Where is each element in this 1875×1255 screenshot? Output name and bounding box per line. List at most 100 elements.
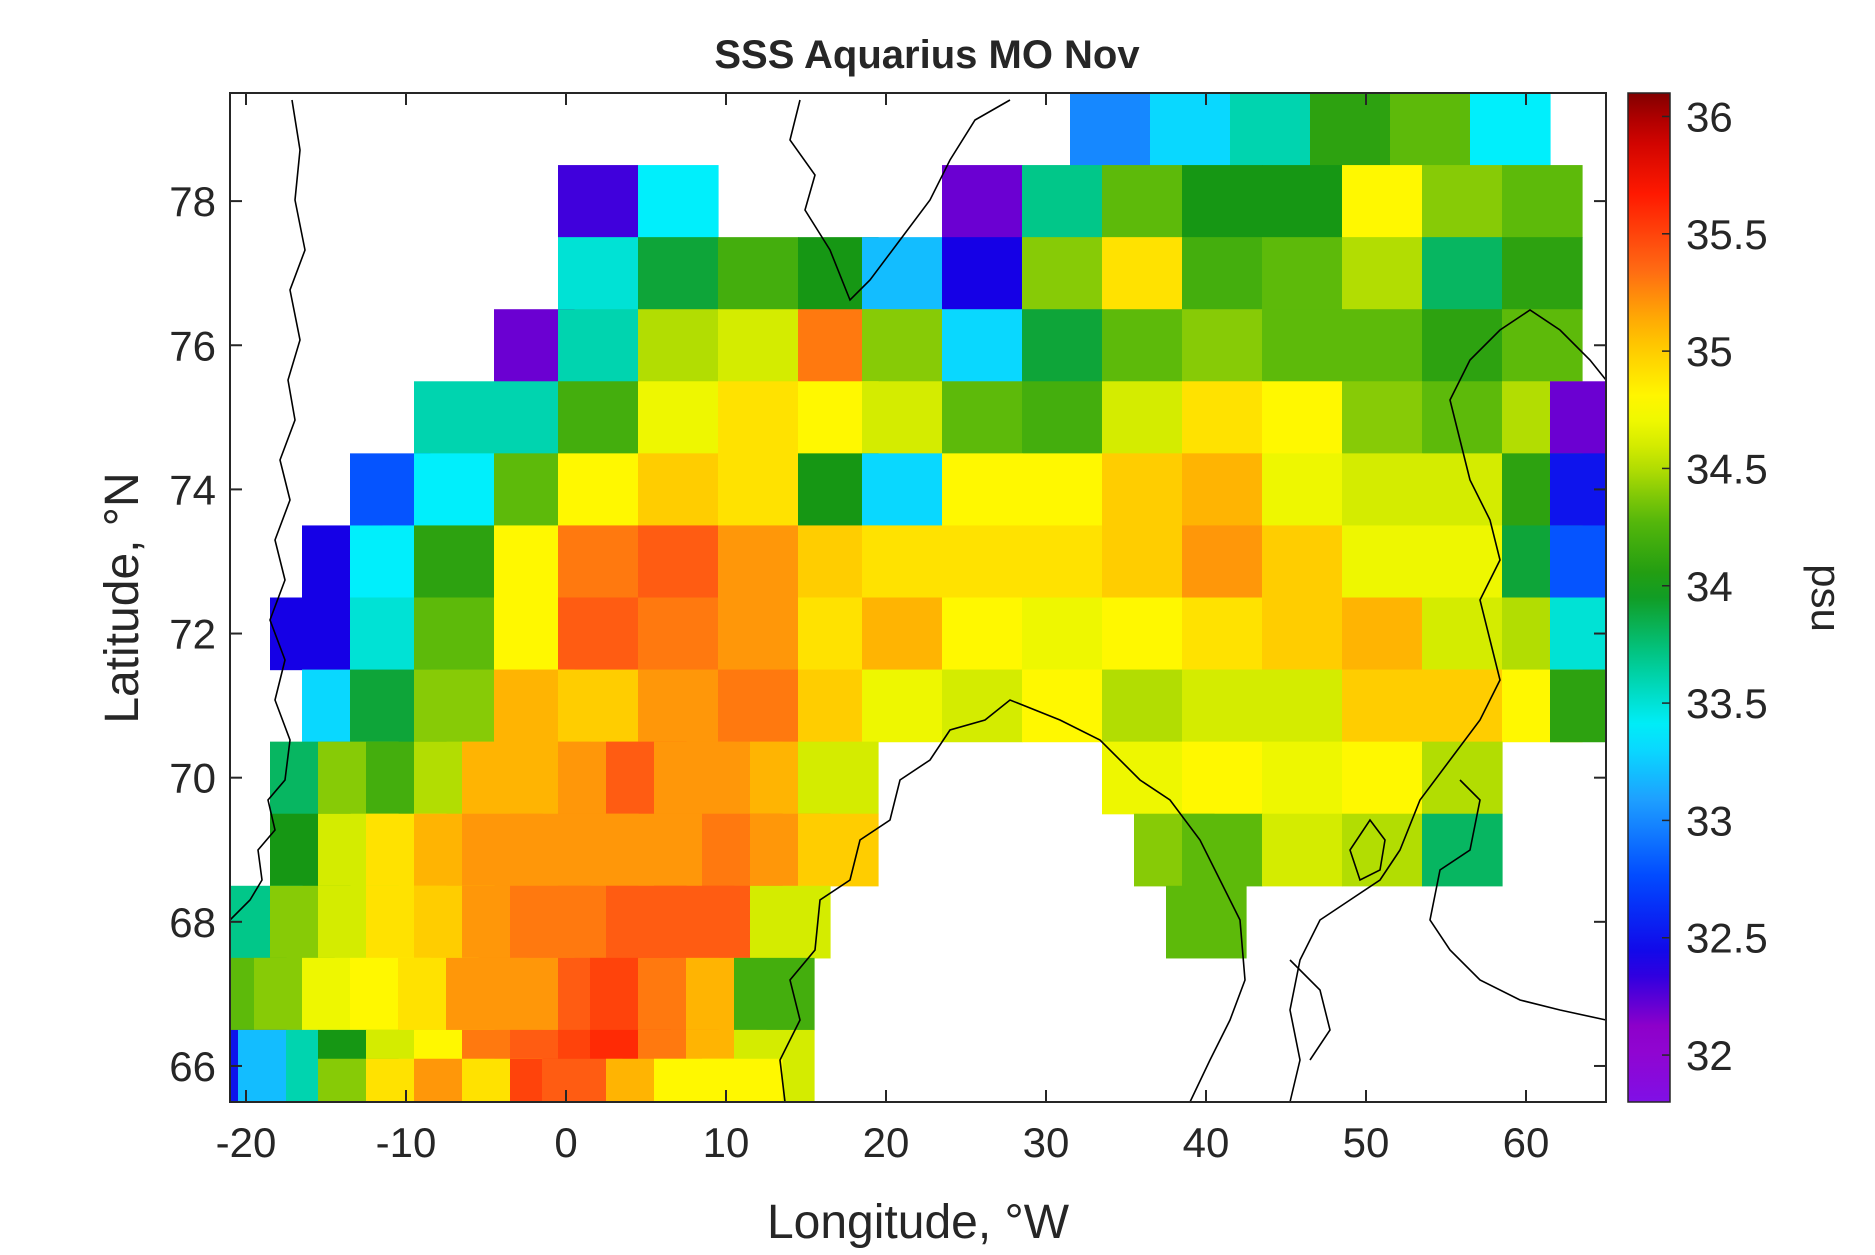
x-tick-label: 0 [554, 1119, 577, 1166]
coastline-segment [229, 99, 306, 921]
coastline [229, 99, 1607, 1103]
coastline-segment [789, 99, 1011, 302]
heatmap-cell [1262, 237, 1343, 310]
heatmap-cell [1262, 741, 1343, 815]
heatmap-cell [558, 669, 639, 743]
heatmap-cell [1102, 309, 1183, 382]
heatmap-cell [1182, 165, 1263, 238]
heatmap-cell [798, 813, 879, 887]
heatmap-cell [1182, 453, 1263, 527]
x-axis: -20 -10 0 10 20 30 40 50 60 [216, 93, 1549, 1166]
heatmap-cell [1262, 813, 1343, 887]
y-tick-label: 72 [169, 611, 216, 658]
y-tick-label: 70 [169, 755, 216, 802]
heatmap-cell [798, 741, 879, 815]
heatmap-cell [862, 453, 943, 527]
heatmap-cell [1102, 597, 1183, 671]
heatmap-cell [638, 597, 719, 671]
heatmap-cell [718, 237, 799, 310]
heatmap-cell [558, 453, 639, 527]
x-tick-label: 10 [703, 1119, 750, 1166]
heatmap-cell [1422, 453, 1503, 527]
heatmap-cell [558, 237, 639, 310]
heatmap-cell [1182, 237, 1263, 310]
heatmap-cell [862, 309, 943, 382]
heatmap-cell [1102, 453, 1183, 527]
heatmap-cell [270, 597, 351, 671]
heatmap-cell [1182, 381, 1263, 454]
heatmap-cell [638, 453, 719, 527]
heatmap-cell [558, 525, 639, 599]
y-axis: 66 68 70 72 74 76 78 [169, 178, 1606, 1090]
heatmap-cell [558, 597, 639, 671]
heatmap-cell [1422, 525, 1503, 599]
x-tick-label: -20 [216, 1119, 277, 1166]
heatmap-cell [1422, 669, 1503, 743]
colorbar-tick-label: 36 [1686, 93, 1733, 140]
colorbar-tick-label: 33.5 [1686, 680, 1768, 727]
heatmap-cell [1102, 525, 1183, 599]
heatmap-cell [1102, 237, 1183, 310]
colorbar-ticks: 32 32.5 33 33.5 34 34.5 35 35.5 36 [1662, 93, 1768, 1079]
colorbar-tick-label: 35 [1686, 328, 1733, 375]
heatmap-cell [1182, 597, 1263, 671]
heatmap-cell [1342, 741, 1423, 815]
colorbar-tick-label: 34.5 [1686, 445, 1768, 492]
heatmap-cell [942, 309, 1023, 382]
colorbar: 32 32.5 33 33.5 34 34.5 35 35.5 36 [1627, 92, 1768, 1103]
heatmap-cell [862, 669, 943, 743]
heatmap-cell [1262, 165, 1343, 238]
heatmap-cell [414, 525, 495, 599]
y-axis-label: Latitude, °N [96, 472, 149, 723]
heatmap-cell [638, 237, 719, 310]
heatmap-cell [942, 597, 1023, 671]
heatmap-cell [1422, 813, 1503, 887]
heatmap-cell [1022, 165, 1103, 238]
heatmap-cell [638, 525, 719, 599]
y-tick-label: 74 [169, 466, 216, 513]
heatmap-cell [1550, 669, 1607, 743]
heatmap-cell [1342, 525, 1423, 599]
heatmap-cell [1102, 669, 1183, 743]
heatmap-cell [1390, 93, 1471, 166]
x-tick-label: 30 [1023, 1119, 1070, 1166]
heatmap-cell [718, 309, 799, 382]
coastline-segment [1289, 309, 1607, 1103]
heatmap-cell [1550, 525, 1607, 599]
y-tick-label: 78 [169, 178, 216, 225]
heatmap-cell [1182, 309, 1263, 382]
heatmap-cell [1422, 309, 1503, 382]
heatmap-cell [1422, 741, 1503, 815]
heatmap-cell [942, 165, 1023, 238]
heatmap-cell [558, 381, 639, 454]
heatmap-cell [638, 309, 719, 382]
heatmap-cell [1022, 309, 1103, 382]
heatmap-cell [718, 453, 799, 527]
colorbar-tick-label: 34 [1686, 563, 1733, 610]
coastline-segment [779, 699, 1246, 1103]
y-tick-label: 68 [169, 899, 216, 946]
heatmap-cell [1022, 525, 1103, 599]
heatmap-cell [1022, 237, 1103, 310]
heatmap-cell [942, 237, 1023, 310]
heatmap-cell [1262, 309, 1343, 382]
heatmap-cell [1022, 669, 1103, 743]
heatmap-cell [1342, 669, 1423, 743]
heatmap-cell [1502, 309, 1583, 382]
heatmap-cell [1262, 597, 1343, 671]
heatmap-cell [1262, 525, 1343, 599]
heatmap-cell [1182, 669, 1263, 743]
axes-frame [229, 92, 1607, 1103]
heatmap-cell [734, 957, 815, 1031]
heatmap-cell [1022, 381, 1103, 454]
coastline-segment [1429, 779, 1607, 1021]
heatmap-cell [1342, 165, 1423, 238]
heatmap-cell [1342, 309, 1423, 382]
heatmap-cell [1342, 597, 1423, 671]
heatmap-cell [414, 453, 495, 527]
y-tick-label: 76 [169, 322, 216, 369]
heatmap-cell [718, 597, 799, 671]
colorbar-tick-label: 33 [1686, 797, 1733, 844]
